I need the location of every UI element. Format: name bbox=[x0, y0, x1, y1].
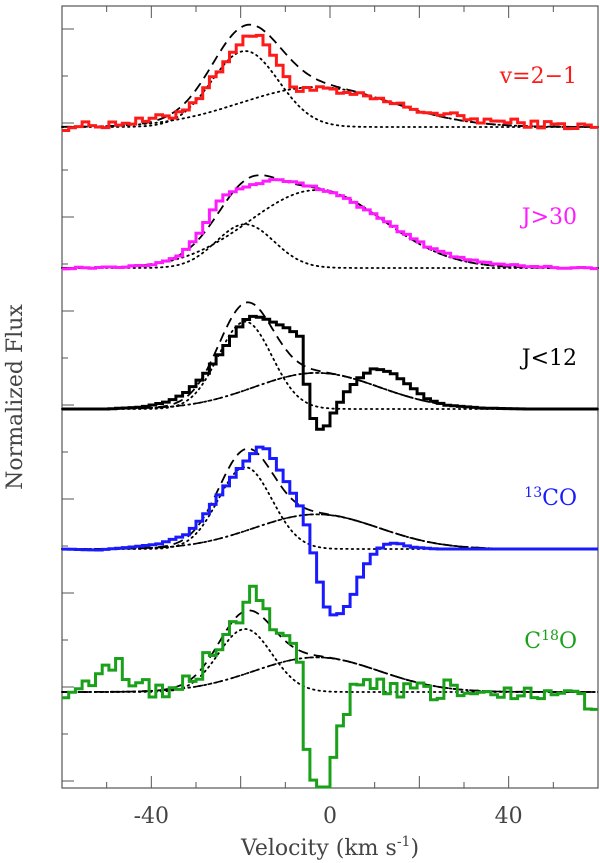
y-axis-title: Normalized Flux bbox=[3, 304, 28, 490]
observed-spectrum-line bbox=[62, 33, 598, 132]
observed-spectrum-line bbox=[62, 178, 598, 271]
panel-label: C18O bbox=[524, 628, 577, 654]
panel-label: 13CO bbox=[524, 485, 577, 511]
panel-label-tail: O bbox=[559, 629, 577, 654]
broad-dashdot-line bbox=[62, 513, 598, 550]
model-sum-line bbox=[62, 174, 598, 269]
narrow-component-line bbox=[61, 50, 599, 128]
observed-spectrum-line bbox=[62, 584, 598, 789]
panel-label-main: C bbox=[524, 629, 541, 654]
observed-spectrum-line bbox=[62, 314, 598, 431]
broad-dashdot-line bbox=[62, 656, 598, 693]
panel-label: v=2−1 bbox=[499, 64, 577, 89]
observed-spectrum-line bbox=[62, 445, 598, 617]
x-axis-title-exponent: -1 bbox=[397, 834, 411, 850]
panel-label: J<12 bbox=[520, 346, 577, 371]
panel-5 bbox=[61, 584, 599, 789]
narrow-component-line bbox=[61, 466, 599, 550]
narrow-component-line bbox=[61, 628, 599, 693]
panel-2 bbox=[61, 174, 599, 271]
series-layer bbox=[61, 23, 599, 789]
panel-4 bbox=[61, 445, 599, 617]
broad-component-line bbox=[61, 372, 599, 410]
x-tick-label: -40 bbox=[134, 804, 169, 829]
x-tick-label: 0 bbox=[323, 804, 337, 829]
model-sum-line bbox=[62, 447, 598, 550]
panel-label: J>30 bbox=[520, 205, 577, 230]
x-axis-title: Velocity (km s-1) bbox=[240, 834, 419, 861]
model-sum-line bbox=[62, 609, 598, 693]
ticks-layer: -40 0 40 bbox=[61, 6, 599, 829]
panel-label-superscript: 13 bbox=[524, 485, 542, 501]
panel-label-superscript: 18 bbox=[541, 628, 559, 644]
narrow-component-line bbox=[61, 320, 599, 410]
broad-dashdot-line bbox=[62, 372, 598, 410]
model-sum-line bbox=[62, 301, 598, 410]
x-axis-title-main: Velocity (km s bbox=[240, 836, 397, 861]
x-axis-title-close: ) bbox=[410, 836, 419, 861]
broad-component-line bbox=[61, 513, 599, 550]
broad-component-line bbox=[61, 656, 599, 693]
panel-1 bbox=[61, 23, 599, 132]
x-tick-label: 40 bbox=[495, 804, 523, 829]
panel-label-main: CO bbox=[542, 486, 577, 511]
svg-text:Velocity (km s-1): Velocity (km s-1) bbox=[240, 834, 419, 861]
panel-3 bbox=[61, 301, 599, 431]
broad-component-line bbox=[61, 189, 599, 269]
model-sum-line bbox=[61, 23, 598, 128]
narrow-component-line bbox=[61, 223, 599, 269]
